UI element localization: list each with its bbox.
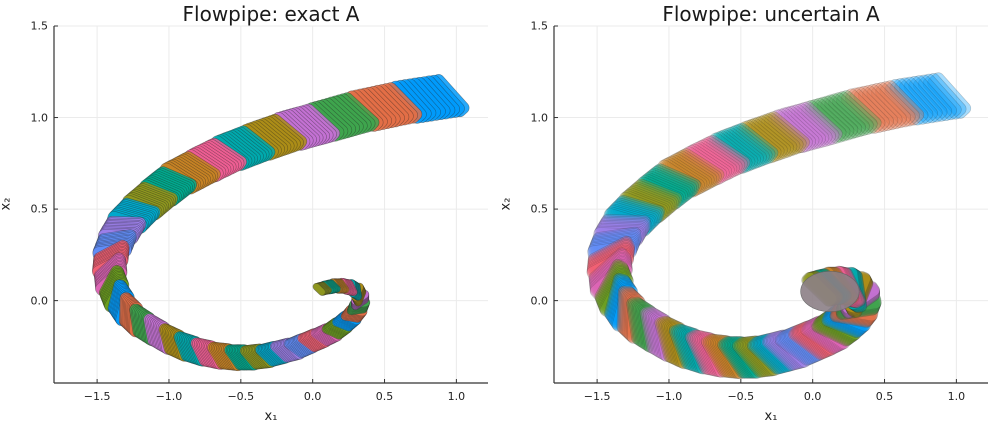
y-tick-label: 1.0 bbox=[530, 111, 549, 125]
plot-uncertain-a bbox=[553, 25, 988, 384]
panel-uncertain-a: Flowpipe: uncertain A x₁ x₂ −1.5 −1.0 −0.5… bbox=[498, 0, 1000, 424]
plot-title-exact-a: Flowpipe: exact A bbox=[182, 2, 360, 26]
x-axis-label-exact-a: x₁ bbox=[264, 409, 278, 424]
y-tick-label: 0.0 bbox=[530, 294, 549, 308]
x-tick-label: 0.0 bbox=[803, 390, 822, 403]
plot-title-uncertain-a: Flowpipe: uncertain A bbox=[662, 2, 880, 26]
x-axis-label-uncertain-a: x₁ bbox=[764, 409, 778, 424]
x-tick-label: 1.0 bbox=[447, 390, 466, 403]
x-tick-label: −0.5 bbox=[727, 390, 755, 403]
x-tick-label: 0.5 bbox=[375, 390, 394, 403]
panel-exact-a: Flowpipe: exact A x₁ x₂ −1.5 −1.0 −0.5 0.0 0… bbox=[0, 0, 500, 424]
x-tick-label: 1.0 bbox=[947, 390, 966, 403]
y-axis-label-uncertain-a: x₂ bbox=[498, 197, 514, 211]
flowpipe-sets bbox=[92, 74, 470, 372]
x-tick-label: −1.0 bbox=[155, 390, 183, 403]
final-set bbox=[800, 271, 860, 312]
axes bbox=[53, 25, 488, 384]
y-tick-label: 1.5 bbox=[30, 19, 49, 33]
plot-exact-a bbox=[53, 25, 488, 384]
grid bbox=[554, 25, 988, 383]
axes bbox=[553, 25, 988, 384]
x-tick-label: −0.5 bbox=[227, 390, 255, 403]
x-tick-label: 0.5 bbox=[875, 390, 894, 403]
y-axis-label-exact-a: x₂ bbox=[0, 197, 14, 211]
y-tick-label: 0.5 bbox=[530, 202, 549, 216]
x-tick-label: −1.0 bbox=[655, 390, 683, 403]
x-tick-label: −1.5 bbox=[583, 390, 611, 403]
y-tick-label: 1.0 bbox=[30, 111, 49, 125]
x-tick-label: −1.5 bbox=[83, 390, 111, 403]
y-tick-label: 1.5 bbox=[530, 19, 549, 33]
y-tick-label: 0.5 bbox=[30, 202, 49, 216]
y-tick-label: 0.0 bbox=[30, 294, 49, 308]
x-tick-label: 0.0 bbox=[303, 390, 322, 403]
flowpipe-sets bbox=[586, 72, 972, 380]
